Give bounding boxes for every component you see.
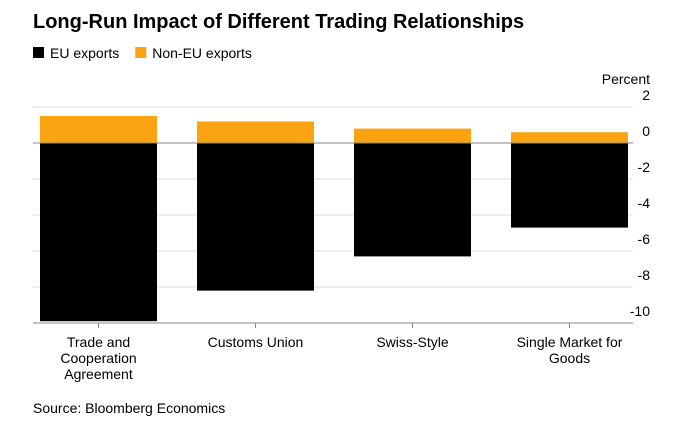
legend-swatch bbox=[33, 47, 44, 58]
bar bbox=[354, 128, 471, 143]
x-tick-label: Swiss-Style bbox=[376, 334, 449, 350]
y-tick-label: -8 bbox=[638, 267, 651, 283]
x-tick-label: Trade and Cooperation Agreement bbox=[60, 334, 137, 382]
legend-label: EU exports bbox=[50, 45, 119, 61]
x-tick-label: Single Market for Goods bbox=[516, 334, 623, 366]
bar bbox=[40, 143, 157, 322]
y-axis-label: Percent bbox=[602, 71, 650, 87]
bar bbox=[354, 143, 471, 257]
bar bbox=[40, 116, 157, 143]
y-tick-label: -4 bbox=[638, 195, 651, 211]
y-tick-label: -10 bbox=[630, 303, 650, 319]
chart-title: Long-Run Impact of Different Trading Rel… bbox=[33, 11, 524, 33]
bar bbox=[197, 143, 314, 291]
y-tick-label: -6 bbox=[638, 231, 651, 247]
legend-label: Non-EU exports bbox=[152, 45, 252, 61]
legend-swatch bbox=[135, 47, 147, 58]
bar bbox=[197, 121, 314, 143]
bar bbox=[511, 143, 628, 228]
bar bbox=[511, 132, 628, 143]
y-tick-label: 2 bbox=[642, 87, 650, 103]
y-tick-label: 0 bbox=[642, 123, 650, 139]
source: Source: Bloomberg Economics bbox=[33, 400, 225, 416]
x-tick-label: Customs Union bbox=[207, 334, 304, 350]
y-tick-label: -2 bbox=[638, 159, 651, 175]
